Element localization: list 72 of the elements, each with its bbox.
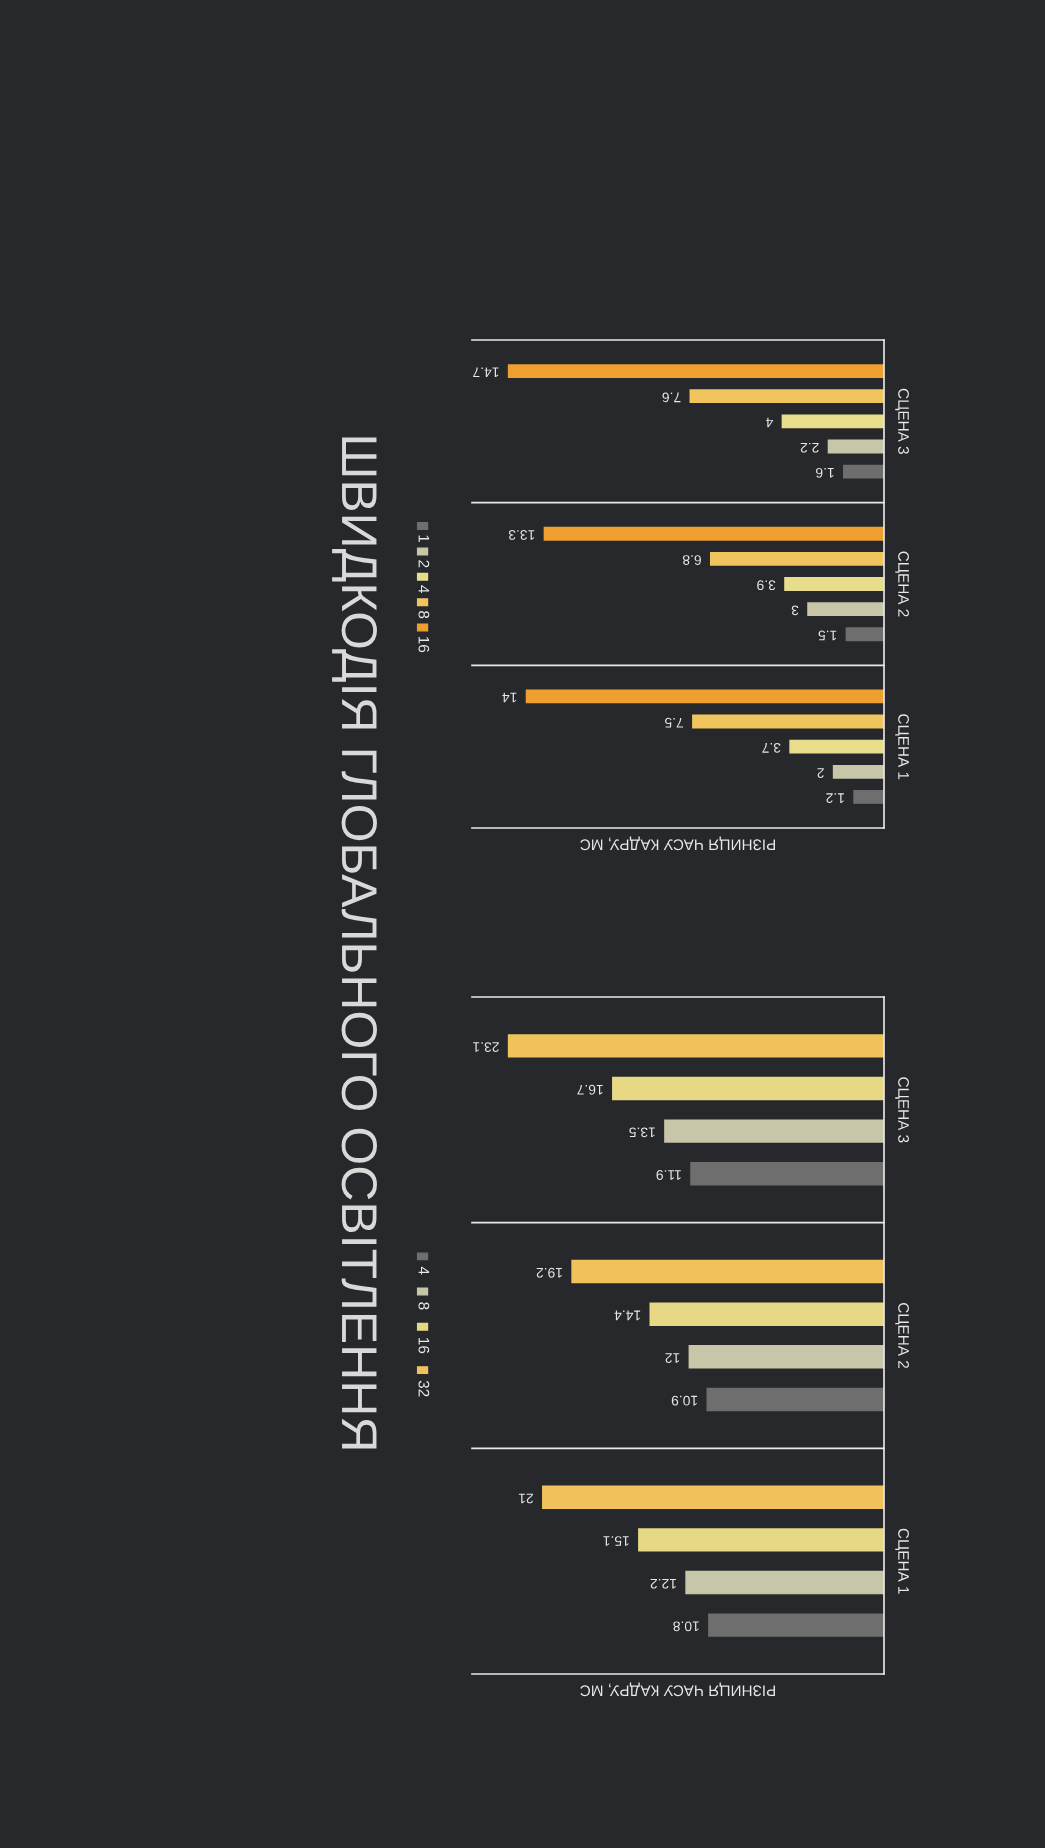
data-label: 7.5 [665,717,684,728]
legend-label: 4 [418,585,430,594]
data-label: 13.3 [508,529,535,540]
y-tick-label: СЦЕНА 2 [895,1303,909,1368]
data-label: 12 [665,1353,680,1363]
bar [571,1259,884,1284]
data-label: 23.1 [473,1042,499,1052]
bar [709,551,884,566]
bar [827,439,884,454]
bar [789,739,884,754]
bar [708,1613,884,1637]
data-label: 13.5 [629,1127,655,1138]
bar [784,577,884,591]
bar [507,1034,884,1058]
x-axis-title: РІЗНИЦЯ ЧАСУ КАДРУ, МС [580,1682,775,1697]
bar [845,627,884,642]
bar [685,1570,884,1595]
bar [690,1162,884,1186]
bar [843,464,884,479]
bar [689,389,884,404]
data-label: 10.9 [671,1395,698,1406]
bar [525,689,884,704]
bar [612,1076,884,1101]
legend-label: 2 [418,560,430,568]
bar [853,790,884,804]
data-label: 21 [518,1493,533,1504]
legend-label: 8 [418,611,430,619]
bar [832,764,884,779]
data-label: 2.2 [800,442,819,453]
y-tick-label: СЦЕНА 3 [895,1077,909,1143]
data-label: 14.7 [473,367,499,378]
data-label: 1.2 [826,793,844,804]
bar [706,1387,884,1412]
bar [664,1119,884,1143]
data-label: 12.2 [650,1578,676,1589]
y-tick-label: СЦЕНА 1 [895,1528,909,1594]
data-label: 15.1 [603,1536,629,1546]
y-tick-label: СЦЕНА 2 [895,551,909,617]
data-label: 2 [817,768,824,778]
bar [781,414,884,429]
data-label: 4 [765,417,773,428]
legend-label: 4 [418,1266,430,1275]
legend-label: 1 [418,535,430,542]
bar [543,526,884,541]
legend-label: 32 [418,1380,430,1397]
y-tick-label: СЦЕНА 3 [895,388,909,454]
bar [507,364,884,378]
data-label: 16.7 [577,1084,603,1095]
data-label: 3.7 [762,742,781,753]
chart-title: ШВИДКОДІЯ ГЛОБАЛЬНОГО ОСВІТЛЕННЯ [332,437,377,1449]
data-label: 1.6 [816,467,834,478]
data-label: 14 [502,692,517,703]
data-label: 10.8 [673,1621,699,1632]
data-label: 3.9 [757,580,776,591]
bar [692,714,884,729]
x-axis-title: РІЗНИЦЯ ЧАСУ КАДРУ, МС [580,836,775,851]
legend-label: 8 [418,1302,430,1310]
data-label: 1.5 [818,630,837,641]
data-label: 19.2 [536,1267,562,1278]
y-tick-label: СЦЕНА 1 [895,714,909,780]
data-label: 14.4 [614,1310,641,1321]
bar [542,1485,884,1509]
data-label: 3 [791,605,799,616]
data-label: 6.8 [682,555,701,565]
data-label: 11.9 [656,1170,681,1180]
bar [649,1302,884,1326]
bar [688,1345,884,1369]
bar [807,602,884,617]
legend-label: 16 [418,636,430,653]
bar [638,1528,884,1552]
data-label: 7.6 [662,392,681,403]
legend-label: 16 [418,1338,430,1354]
